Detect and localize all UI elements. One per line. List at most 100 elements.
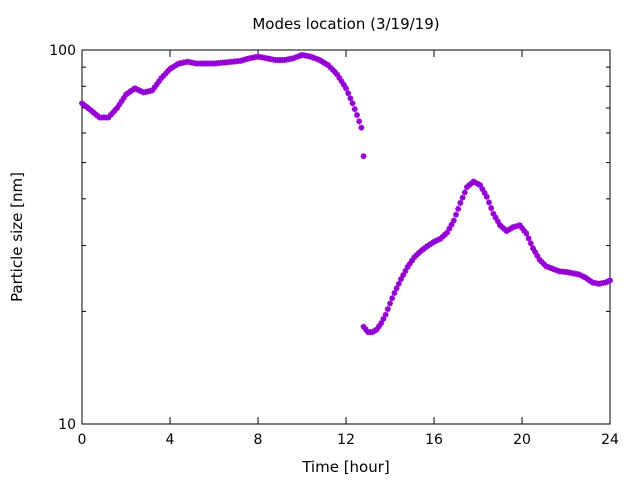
data-point [393, 285, 400, 292]
data-point [521, 227, 528, 234]
data-point [164, 68, 171, 75]
data-point [310, 54, 316, 61]
data-point [360, 323, 367, 330]
data-point [455, 205, 462, 212]
data-point [360, 153, 367, 160]
x-tick-label: 8 [254, 432, 263, 448]
data-point [307, 53, 314, 60]
data-point [459, 194, 466, 201]
data-point [492, 214, 499, 221]
data-point [442, 231, 448, 238]
data-point [494, 218, 501, 225]
data-point [153, 81, 160, 88]
data-point [486, 199, 492, 206]
data-point [490, 210, 497, 217]
data-point [549, 265, 556, 272]
data-point [446, 225, 453, 232]
data-point [530, 245, 536, 252]
data-point [114, 104, 121, 111]
data-point [389, 295, 396, 302]
data-point [136, 87, 143, 94]
y-tick-label: 10 [58, 417, 76, 433]
data-point [516, 222, 523, 229]
data-point [109, 109, 116, 116]
data-point [457, 199, 464, 206]
data-point [448, 221, 455, 228]
data-point [345, 90, 352, 97]
data-point [602, 279, 609, 286]
data-point [439, 233, 446, 240]
data-point [107, 112, 114, 119]
data-point [543, 263, 550, 270]
data-point [604, 278, 611, 285]
data-point [151, 84, 158, 91]
y-axis: 10 100 [49, 43, 610, 433]
data-point [437, 235, 444, 242]
data-point [312, 55, 319, 62]
data-point [534, 252, 541, 259]
data-point [450, 217, 457, 224]
data-point [376, 323, 382, 330]
data-point [362, 326, 369, 333]
data-point [607, 277, 613, 284]
data-point [453, 211, 459, 218]
data-point [138, 88, 145, 95]
y-tick-label: 100 [49, 43, 76, 59]
data-point [351, 106, 358, 113]
data-point [400, 272, 407, 279]
data-point [402, 267, 409, 274]
data-point [334, 71, 341, 78]
data-point [488, 205, 495, 212]
data-point [332, 69, 338, 76]
data-point [296, 52, 303, 59]
data-point [395, 280, 402, 287]
data-point [481, 189, 488, 196]
data-point [349, 100, 356, 107]
data-point [329, 66, 336, 73]
data-point [294, 53, 301, 60]
data-point [290, 55, 297, 62]
data-point [156, 78, 162, 85]
x-tick-label: 24 [601, 432, 619, 448]
data-point [118, 98, 125, 105]
data-point [545, 264, 552, 271]
x-axis-label: Time [hour] [301, 458, 390, 476]
data-points [79, 51, 613, 336]
data-point [380, 315, 387, 322]
data-point [347, 95, 354, 102]
data-point [547, 264, 554, 271]
x-tick-label: 4 [166, 432, 175, 448]
data-point [149, 87, 156, 94]
data-point [338, 78, 345, 85]
data-point [536, 256, 543, 263]
data-point [356, 118, 363, 125]
data-point [477, 182, 484, 189]
data-point [387, 300, 393, 307]
data-point [554, 267, 561, 274]
x-tick-label: 0 [78, 432, 87, 448]
data-point [358, 124, 365, 131]
data-point [431, 238, 437, 245]
data-point [391, 290, 398, 297]
data-point [461, 189, 468, 196]
data-point [382, 311, 389, 318]
data-point [483, 193, 490, 200]
data-point [433, 237, 440, 244]
data-point [398, 276, 404, 283]
y-axis-label: Particle size [nm] [8, 172, 26, 302]
data-point [112, 107, 118, 114]
data-point [413, 252, 420, 259]
data-point [519, 225, 525, 232]
x-tick-label: 16 [425, 432, 443, 448]
data-point [552, 266, 558, 273]
data-point [384, 306, 391, 313]
data-point [354, 112, 360, 119]
data-point [411, 254, 418, 261]
data-point [378, 320, 385, 327]
data-point [409, 257, 415, 264]
data-point [532, 249, 539, 256]
data-point [314, 56, 321, 63]
data-point [541, 261, 547, 268]
data-point [538, 258, 545, 265]
